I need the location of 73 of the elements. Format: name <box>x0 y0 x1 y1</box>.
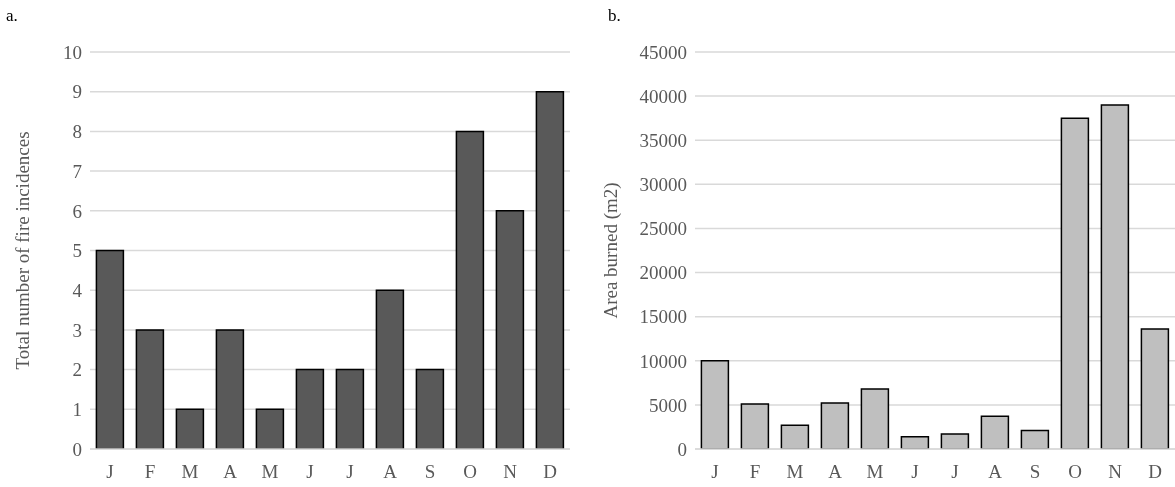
bar <box>980 415 1010 449</box>
x-tick-label: J <box>951 461 959 483</box>
y-tick-label: 30000 <box>639 174 687 196</box>
bar <box>415 368 445 449</box>
y-tick-label: 10000 <box>639 350 687 372</box>
x-tick-label: S <box>424 461 436 483</box>
x-tick-label: N <box>1108 461 1123 483</box>
x-tick-label: J <box>911 461 919 483</box>
x-tick-label: A <box>988 461 1003 483</box>
x-tick-label: F <box>749 461 761 483</box>
y-tick-label: 15000 <box>639 306 687 328</box>
x-tick-label: A <box>828 461 843 483</box>
bar <box>295 368 325 449</box>
y-tick-label: 20000 <box>639 262 687 284</box>
x-tick-label: J <box>106 461 114 483</box>
x-tick-label: M <box>866 461 884 483</box>
x-tick-label: A <box>223 461 238 483</box>
bar <box>1140 328 1170 449</box>
bar <box>860 388 890 449</box>
x-tick-label: N <box>503 461 518 483</box>
bar <box>780 424 810 449</box>
chart-title: a. <box>6 6 18 26</box>
x-tick-label: S <box>1029 461 1041 483</box>
x-tick-label: J <box>711 461 719 483</box>
x-tick-label: D <box>1148 461 1162 483</box>
bar <box>1020 429 1050 449</box>
bar <box>820 402 850 449</box>
x-tick-label: M <box>181 461 199 483</box>
bar <box>700 360 730 449</box>
x-tick-label: A <box>383 461 398 483</box>
y-tick-label: 9 <box>72 81 82 103</box>
x-tick-label: J <box>346 461 354 483</box>
y-tick-label: 40000 <box>639 85 687 107</box>
y-tick-label: 35000 <box>639 129 687 151</box>
x-tick-label: O <box>463 461 477 483</box>
bar <box>335 368 365 449</box>
bar <box>940 433 970 449</box>
y-tick-label: 5 <box>72 240 82 262</box>
y-tick-label: 6 <box>72 200 82 222</box>
x-tick-label: F <box>144 461 156 483</box>
x-tick-label: J <box>306 461 314 483</box>
bar <box>95 249 125 449</box>
bar <box>1060 117 1090 449</box>
bar <box>900 435 930 449</box>
bar <box>255 408 285 449</box>
bar <box>135 329 165 449</box>
y-axis-title: Total number of fire incidences <box>11 131 33 370</box>
y-tick-label: 0 <box>72 438 82 460</box>
y-tick-label: 45000 <box>639 41 687 63</box>
y-tick-label: 4 <box>72 279 83 301</box>
y-tick-label: 5000 <box>649 394 687 416</box>
x-tick-label: D <box>543 461 557 483</box>
y-axis-title: Area burned (m2) <box>599 182 622 319</box>
y-tick-label: 7 <box>72 160 82 182</box>
y-tick-label: 0 <box>677 438 687 460</box>
x-tick-label: M <box>261 461 279 483</box>
x-tick-label: M <box>786 461 804 483</box>
y-tick-label: 3 <box>72 319 82 341</box>
bar <box>740 403 770 449</box>
x-tick-label: O <box>1068 461 1082 483</box>
y-tick-label: 2 <box>72 359 82 381</box>
bar <box>495 210 525 449</box>
y-tick-label: 8 <box>72 121 82 143</box>
bar <box>215 329 245 449</box>
bar <box>175 408 205 449</box>
bar <box>1100 104 1130 449</box>
bar <box>375 289 405 449</box>
bar <box>535 90 565 449</box>
bar <box>455 130 485 449</box>
y-tick-label: 10 <box>63 41 82 63</box>
y-tick-label: 1 <box>72 399 82 421</box>
y-tick-label: 25000 <box>639 218 687 240</box>
chart-title: b. <box>608 6 621 26</box>
